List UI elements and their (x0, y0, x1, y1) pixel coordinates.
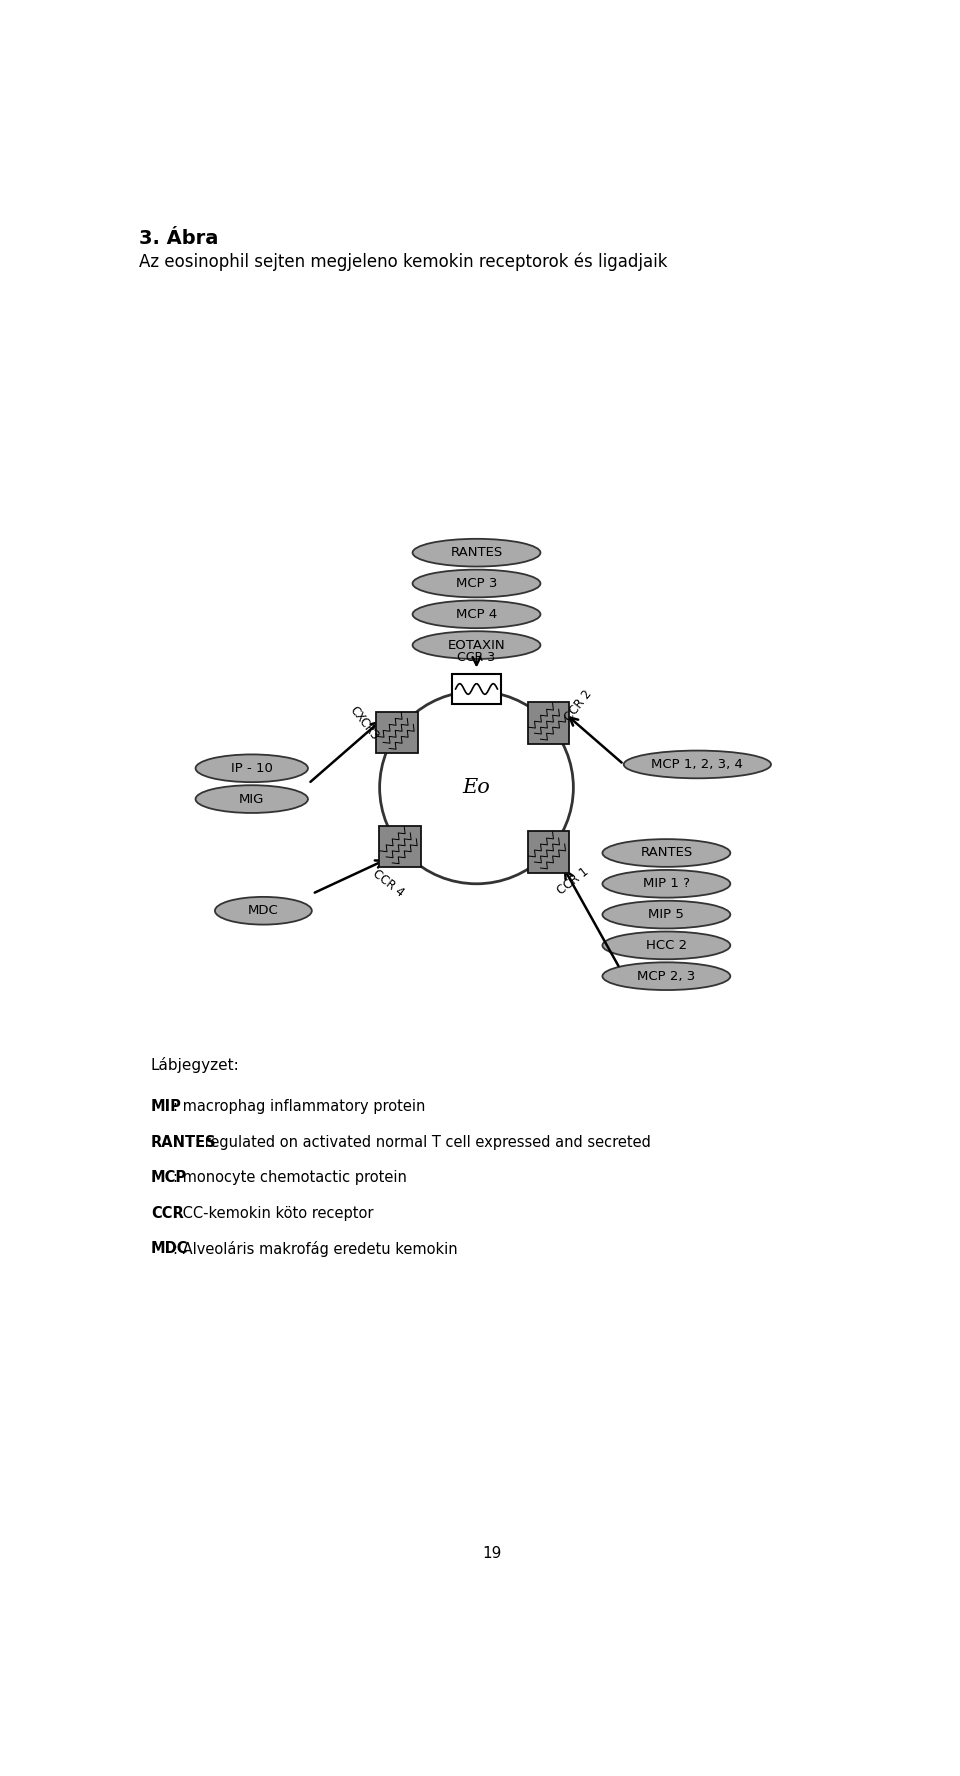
Text: : CC-kemokin köto receptor: : CC-kemokin köto receptor (173, 1206, 373, 1220)
Text: 19: 19 (482, 1547, 502, 1561)
Text: CCR: CCR (151, 1206, 183, 1220)
Circle shape (379, 691, 573, 884)
Text: IP - 10: IP - 10 (230, 762, 273, 774)
Ellipse shape (603, 870, 731, 897)
Ellipse shape (413, 570, 540, 597)
Ellipse shape (196, 755, 308, 781)
FancyBboxPatch shape (452, 675, 500, 703)
Ellipse shape (603, 838, 731, 867)
Text: CCR 2: CCR 2 (562, 687, 594, 725)
Text: MDC: MDC (248, 904, 278, 916)
Text: RANTES: RANTES (151, 1135, 217, 1149)
Text: CCR 4: CCR 4 (371, 868, 407, 900)
Polygon shape (376, 712, 418, 753)
Text: Lábjegyzet:: Lábjegyzet: (151, 1057, 240, 1073)
Polygon shape (379, 826, 421, 867)
Text: RANTES: RANTES (450, 547, 503, 559)
Ellipse shape (603, 932, 731, 959)
Text: Eo: Eo (463, 778, 491, 797)
Text: : macrophag inflammatory protein: : macrophag inflammatory protein (173, 1099, 425, 1114)
Ellipse shape (196, 785, 308, 813)
Text: Az eosinophil sejten megjeleno kemokin receptorok és ligadjaik: Az eosinophil sejten megjeleno kemokin r… (139, 252, 668, 272)
Text: RANTES: RANTES (640, 847, 692, 860)
Ellipse shape (413, 600, 540, 629)
Ellipse shape (413, 630, 540, 659)
Polygon shape (528, 703, 569, 744)
Text: MCP: MCP (151, 1170, 187, 1185)
Polygon shape (528, 831, 569, 872)
Text: MCP 4: MCP 4 (456, 607, 497, 622)
Text: CCR 1: CCR 1 (555, 865, 591, 897)
Ellipse shape (603, 900, 731, 929)
Text: HCC 2: HCC 2 (646, 940, 687, 952)
Text: MCP 1, 2, 3, 4: MCP 1, 2, 3, 4 (652, 758, 743, 771)
Ellipse shape (624, 751, 771, 778)
Text: MIP 1 ?: MIP 1 ? (643, 877, 690, 890)
Ellipse shape (413, 538, 540, 567)
Text: MCP 3: MCP 3 (456, 577, 497, 590)
Text: MIP: MIP (151, 1099, 181, 1114)
Ellipse shape (215, 897, 312, 925)
Text: 3. Ábra: 3. Ábra (139, 229, 219, 249)
Text: : Alveoláris makrofág eredetu kemokin: : Alveoláris makrofág eredetu kemokin (173, 1241, 458, 1257)
Text: CCR 3: CCR 3 (457, 652, 495, 664)
Text: : monocyte chemotactic protein: : monocyte chemotactic protein (173, 1170, 407, 1185)
Text: MIG: MIG (239, 792, 264, 806)
Text: CXCR3: CXCR3 (348, 703, 382, 742)
Text: EOTAXIN: EOTAXIN (447, 639, 505, 652)
Text: MCP 2, 3: MCP 2, 3 (637, 970, 695, 982)
Text: MDC: MDC (151, 1241, 188, 1256)
Ellipse shape (603, 963, 731, 989)
Text: MIP 5: MIP 5 (648, 908, 684, 922)
Text: : regulated on activated normal T cell expressed and secreted: : regulated on activated normal T cell e… (195, 1135, 651, 1149)
